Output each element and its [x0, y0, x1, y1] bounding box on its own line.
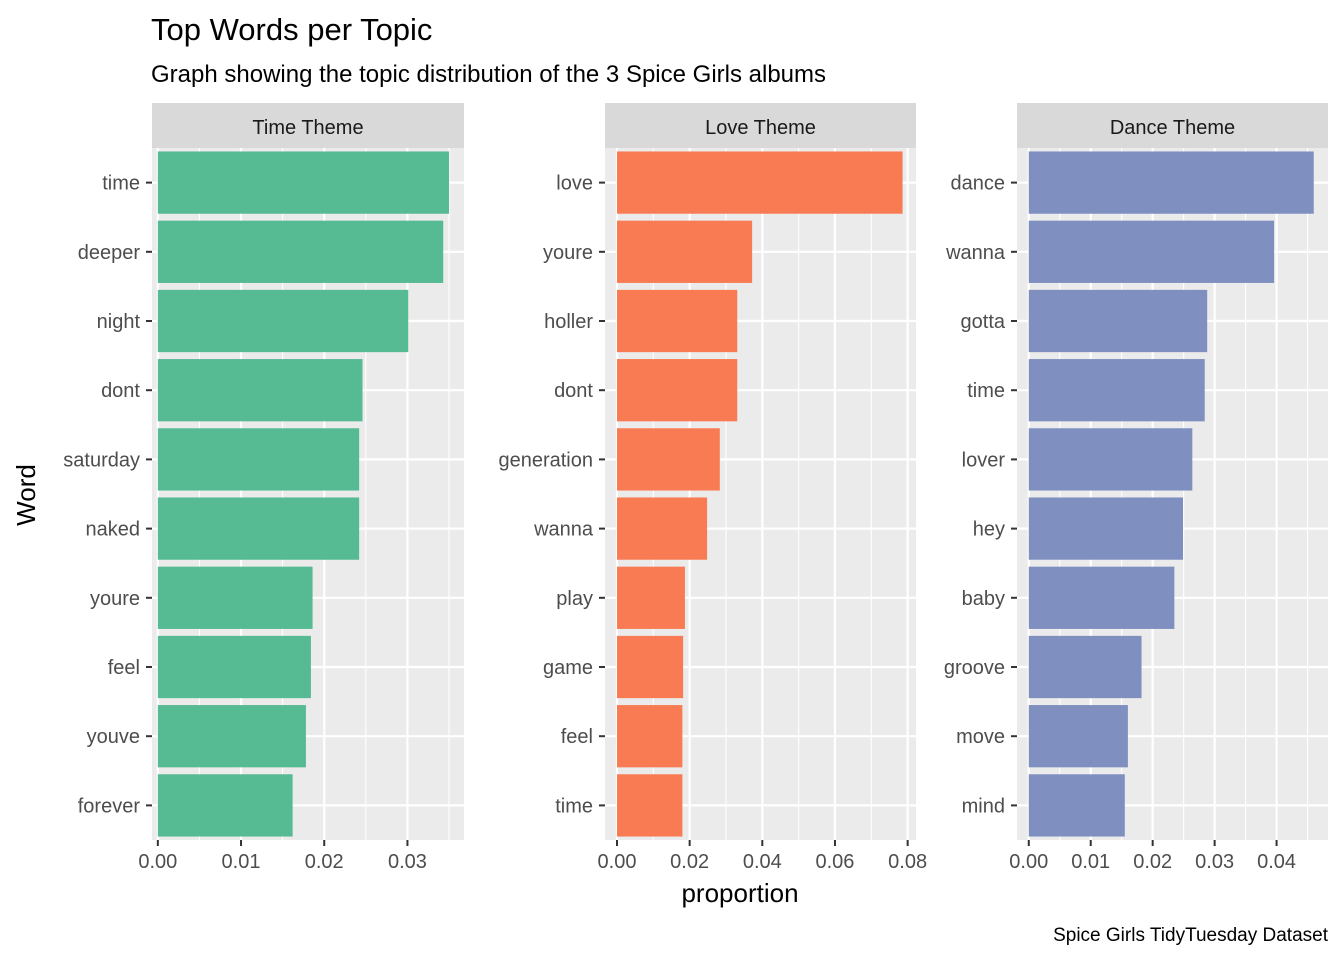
bar-night	[157, 289, 409, 353]
x-tick-label: 0.02	[305, 851, 344, 873]
y-tick-label: game	[543, 657, 593, 679]
facet-panel: Time Theme time deeper night dont saturday nak…	[63, 103, 464, 873]
y-tick-label: dance	[951, 173, 1006, 195]
x-axis-title: proportion	[681, 878, 798, 908]
bar-groove	[1028, 635, 1142, 699]
facet-strip	[152, 103, 464, 148]
bar-youre	[157, 566, 313, 629]
bar-deeper	[157, 220, 444, 283]
x-tick-label: 0.01	[1071, 851, 1110, 873]
chart-title: Top Words per Topic	[151, 12, 432, 47]
bar-feel	[616, 705, 683, 768]
x-tick-label: 0.08	[888, 851, 927, 873]
y-tick-label: play	[556, 588, 593, 610]
chart-caption: Spice Girls TidyTuesday Dataset	[1053, 925, 1329, 946]
facet-strip-label: Dance Theme	[1110, 117, 1235, 139]
y-tick-label: baby	[962, 588, 1005, 610]
x-tick-label: 0.01	[222, 851, 261, 873]
bar-move	[1028, 705, 1128, 768]
bar-gotta	[1028, 289, 1208, 353]
y-tick-label: dont	[554, 380, 593, 402]
y-tick-label: youve	[87, 726, 140, 748]
y-tick-label: wanna	[533, 519, 594, 541]
y-tick-label: time	[967, 380, 1005, 402]
x-tick-label: 0.04	[743, 851, 782, 873]
bar-youre	[616, 220, 753, 283]
x-tick-label: 0.04	[1257, 851, 1296, 873]
y-tick-label: saturday	[63, 449, 140, 471]
facet-panels: Time Theme time deeper night dont saturday nak…	[63, 103, 1328, 873]
y-tick-label: love	[556, 173, 593, 195]
x-tick-label: 0.06	[816, 851, 855, 873]
bar-play	[616, 566, 685, 629]
x-tick-label: 0.03	[388, 851, 427, 873]
bar-wanna	[1028, 220, 1275, 283]
bar-time	[157, 151, 450, 214]
x-tick-label: 0.02	[670, 851, 709, 873]
facet-strip	[605, 103, 916, 148]
bar-time	[1028, 359, 1205, 422]
bar-lover	[1028, 428, 1193, 491]
bar-baby	[1028, 566, 1175, 629]
y-tick-label: feel	[108, 657, 140, 679]
x-tick-label: 0.00	[1009, 851, 1048, 873]
y-tick-label: feel	[561, 726, 593, 748]
bar-naked	[157, 497, 360, 560]
bar-forever	[157, 774, 293, 837]
facet-strip-label: Time Theme	[252, 117, 363, 139]
y-tick-label: holler	[544, 311, 593, 333]
y-tick-label: groove	[944, 657, 1005, 679]
bar-hey	[1028, 497, 1184, 560]
y-tick-label: wanna	[945, 242, 1006, 264]
y-tick-label: gotta	[961, 311, 1006, 333]
facet-panel: Dance Theme dance wanna gotta time lover hey ba…	[944, 103, 1328, 873]
facet-strip	[1017, 103, 1328, 148]
bar-dance	[1028, 151, 1314, 214]
facet-panel: Love Theme love youre holler dont generation w…	[498, 103, 927, 873]
bar-wanna	[616, 497, 708, 560]
bar-dont	[157, 359, 363, 422]
y-tick-label: night	[97, 311, 141, 333]
y-tick-label: time	[555, 795, 593, 817]
x-tick-label: 0.02	[1133, 851, 1172, 873]
y-tick-label: time	[102, 173, 140, 195]
bar-generation	[616, 428, 720, 491]
x-tick-label: 0.00	[598, 851, 637, 873]
bar-feel	[157, 635, 311, 699]
bar-dont	[616, 359, 738, 422]
bar-mind	[1028, 774, 1125, 837]
bar-saturday	[157, 428, 360, 491]
y-tick-label: lover	[962, 449, 1006, 471]
y-tick-label: mind	[962, 795, 1005, 817]
x-tick-label: 0.00	[138, 851, 177, 873]
y-tick-label: naked	[86, 519, 141, 541]
facet-strip-label: Love Theme	[705, 117, 816, 139]
y-axis-title: Word	[11, 464, 41, 526]
bar-youve	[157, 705, 306, 768]
y-tick-label: forever	[78, 795, 141, 817]
y-tick-label: deeper	[78, 242, 141, 264]
bar-time	[616, 774, 683, 837]
bar-love	[616, 151, 903, 214]
chart-subtitle: Graph showing the topic distribution of …	[151, 61, 826, 88]
y-tick-label: generation	[498, 449, 593, 471]
y-tick-label: hey	[973, 519, 1005, 541]
y-tick-label: youre	[90, 588, 140, 610]
x-tick-label: 0.03	[1195, 851, 1234, 873]
y-tick-label: dont	[101, 380, 140, 402]
bar-holler	[616, 289, 738, 353]
y-tick-label: youre	[543, 242, 593, 264]
bar-game	[616, 635, 684, 699]
y-tick-label: move	[956, 726, 1005, 748]
